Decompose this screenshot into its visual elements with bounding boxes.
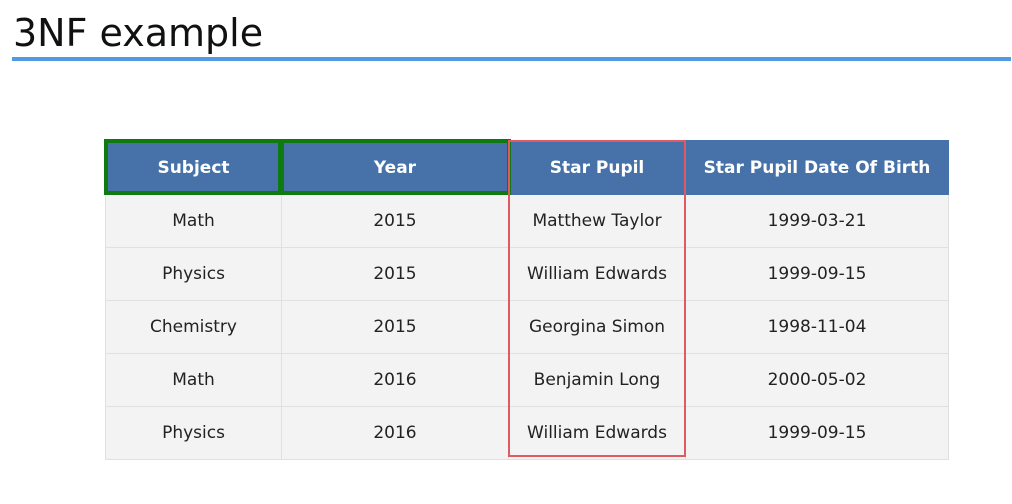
title-underline [12,57,1011,61]
cell-subject: Physics [105,406,282,460]
cell-star-pupil-dob: 1999-09-15 [685,406,949,460]
cell-star-pupil: Georgina Simon [508,300,686,354]
table-row: Physics 2016 William Edwards 1999-09-15 [105,406,949,460]
table-row: Math 2016 Benjamin Long 2000-05-02 [105,353,949,407]
header-star-pupil: Star Pupil [508,140,686,195]
header-star-pupil-dob: Star Pupil Date Of Birth [685,140,949,195]
header-subject: Subject [105,140,282,195]
table-row: Chemistry 2015 Georgina Simon 1998-11-04 [105,300,949,354]
cell-year: 2016 [281,353,509,407]
cell-star-pupil: William Edwards [508,406,686,460]
header-row: Subject Year Star Pupil Star Pupil Date … [105,140,949,195]
table-row: Physics 2015 William Edwards 1999-09-15 [105,247,949,301]
cell-star-pupil: William Edwards [508,247,686,301]
cell-star-pupil: Benjamin Long [508,353,686,407]
table-row: Math 2015 Matthew Taylor 1999-03-21 [105,194,949,248]
cell-subject: Chemistry [105,300,282,354]
cell-subject: Math [105,353,282,407]
table-container: Subject Year Star Pupil Star Pupil Date … [104,139,949,460]
cell-star-pupil: Matthew Taylor [508,194,686,248]
cell-subject: Physics [105,247,282,301]
cell-year: 2015 [281,300,509,354]
header-year: Year [281,140,509,195]
cell-year: 2015 [281,194,509,248]
cell-year: 2016 [281,406,509,460]
slide-title: 3NF example [13,11,264,55]
cell-subject: Math [105,194,282,248]
cell-star-pupil-dob: 2000-05-02 [685,353,949,407]
cell-star-pupil-dob: 1999-03-21 [685,194,949,248]
cell-year: 2015 [281,247,509,301]
pupil-table: Subject Year Star Pupil Star Pupil Date … [105,140,949,460]
cell-star-pupil-dob: 1999-09-15 [685,247,949,301]
cell-star-pupil-dob: 1998-11-04 [685,300,949,354]
